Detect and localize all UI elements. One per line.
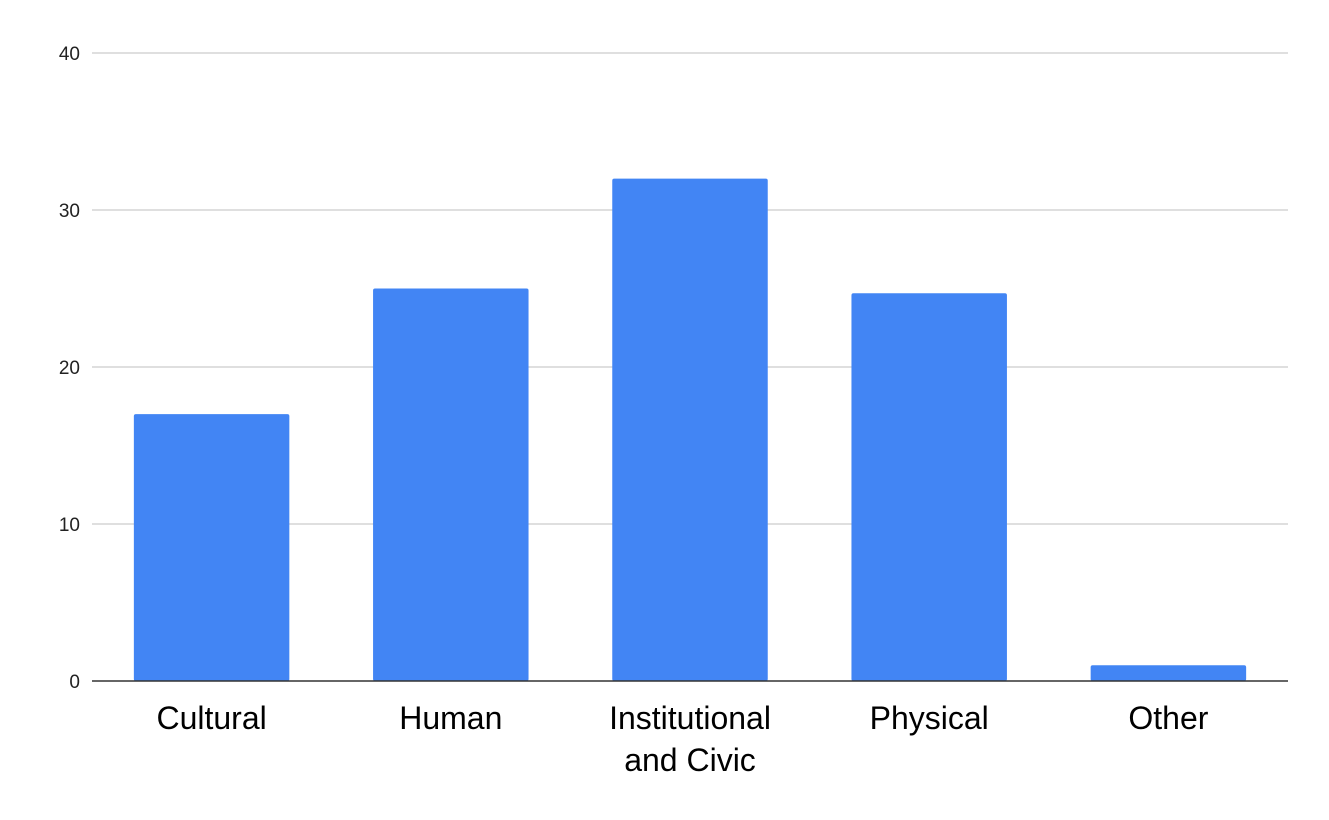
y-tick-label: 40 bbox=[59, 44, 80, 65]
x-axis-labels: Cultural Human Institutional and Civic Physi… bbox=[156, 700, 1208, 778]
x-tick-label: Physical bbox=[870, 700, 989, 736]
bar bbox=[373, 288, 529, 681]
x-tick-label-line: Physical bbox=[870, 700, 989, 736]
bar bbox=[612, 178, 768, 681]
x-tick-label: Human bbox=[399, 700, 502, 736]
x-tick-label-line: Other bbox=[1128, 700, 1208, 736]
y-tick-label: 10 bbox=[59, 515, 80, 536]
x-tick-label-line: and Civic bbox=[624, 742, 756, 778]
bars bbox=[133, 178, 1247, 681]
bar bbox=[133, 414, 290, 681]
bar bbox=[1090, 665, 1247, 681]
x-tick-label: Institutional and Civic bbox=[609, 700, 771, 778]
bar bbox=[851, 293, 1007, 681]
y-tick-label: 0 bbox=[69, 672, 80, 693]
x-tick-label-line: Cultural bbox=[156, 700, 266, 736]
x-tick-label: Cultural bbox=[156, 700, 266, 736]
y-axis-ticks: 0 10 20 30 40 bbox=[59, 44, 80, 693]
y-tick-label: 20 bbox=[59, 358, 80, 379]
x-tick-label-line: Human bbox=[399, 700, 502, 736]
y-tick-label: 30 bbox=[59, 201, 80, 222]
x-tick-label: Other bbox=[1128, 700, 1208, 736]
x-tick-label-line: Institutional bbox=[609, 700, 771, 736]
